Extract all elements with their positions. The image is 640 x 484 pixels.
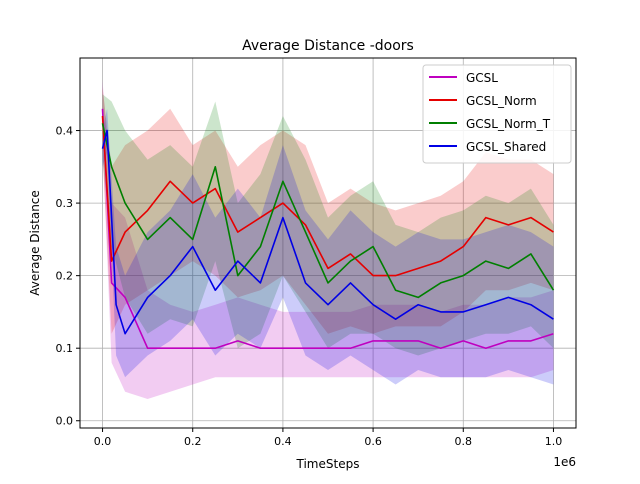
chart-title: Average Distance -doors bbox=[242, 38, 414, 54]
x-axis-label: TimeSteps bbox=[296, 457, 360, 471]
axis-ticks: 0.0 0.2 0.4 0.6 0.8 1.0 0.0 0.1 0.2 0.3 0.4 bbox=[56, 125, 563, 448]
x-tick-label: 1.0 bbox=[545, 435, 563, 448]
y-tick-label: 0.2 bbox=[56, 270, 74, 283]
y-axis-label: Average Distance bbox=[28, 190, 42, 296]
x-tick-label: 0.4 bbox=[274, 435, 292, 448]
legend-label: GCSL_Norm bbox=[466, 94, 537, 108]
series-lines bbox=[101, 108, 555, 350]
x-axis-offset-label: 1e6 bbox=[553, 455, 576, 469]
band-gcsl-norm-t bbox=[102, 94, 554, 356]
band-gcsl-shared bbox=[102, 108, 554, 385]
x-tick-label: 0.8 bbox=[455, 435, 473, 448]
x-tick-label: 0.0 bbox=[94, 435, 112, 448]
legend-label: GCSL_Norm_T bbox=[466, 117, 551, 131]
line-gcsl-norm-t bbox=[101, 123, 555, 299]
confidence-bands bbox=[102, 79, 554, 400]
band-gcsl bbox=[102, 79, 554, 400]
line-gcsl bbox=[101, 108, 554, 350]
plot-frame bbox=[79, 57, 577, 429]
y-tick-label: 0.0 bbox=[56, 415, 74, 428]
line-gcsl-norm bbox=[101, 115, 554, 277]
legend-label: GCSL_Shared bbox=[466, 140, 546, 154]
x-tick-label: 0.2 bbox=[184, 435, 202, 448]
y-tick-label: 0.4 bbox=[56, 125, 74, 138]
x-tick-label: 0.6 bbox=[364, 435, 382, 448]
band-gcsl-norm bbox=[102, 87, 554, 334]
y-tick-label: 0.1 bbox=[56, 342, 74, 355]
legend-label: GCSL bbox=[466, 71, 498, 85]
y-tick-label: 0.3 bbox=[56, 197, 74, 210]
line-gcsl-shared bbox=[101, 129, 554, 335]
legend-box bbox=[422, 64, 572, 164]
legend: GCSL GCSL_Norm GCSL_Norm_T GCSL_Shared bbox=[422, 64, 572, 164]
